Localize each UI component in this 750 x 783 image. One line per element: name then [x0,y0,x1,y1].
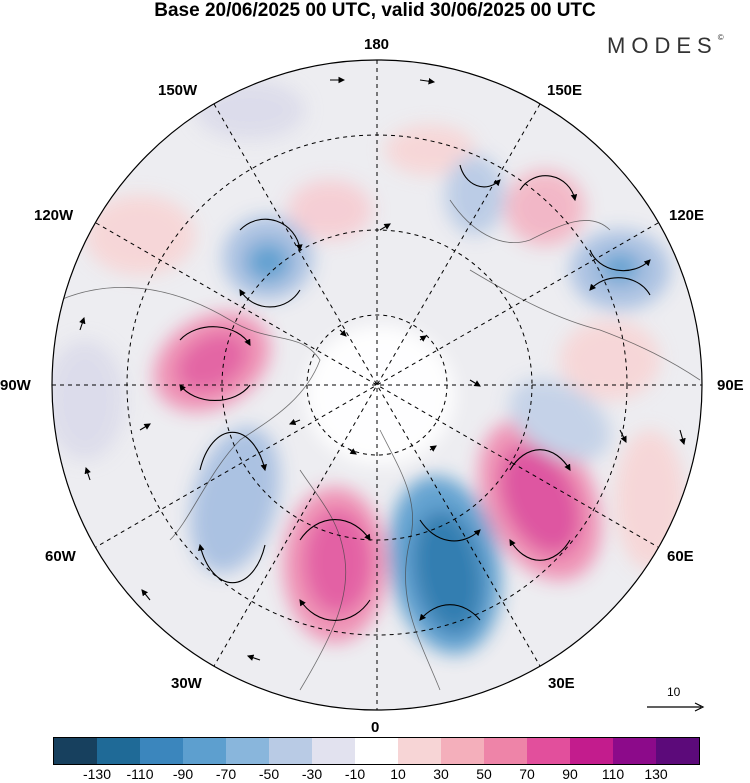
wind-vectors [79,76,686,667]
colorbar-swatch [527,738,570,764]
colorbar-swatch [441,738,484,764]
lon-label-90w: 90W [0,377,31,394]
colorbar-tick-label: -110 [126,766,154,782]
map-title: Base 20/06/2025 00 UTC, valid 30/06/2025… [154,0,596,21]
anomaly-field [52,80,685,655]
colorbar-tick-label: -90 [172,766,194,782]
lon-label-120w: 120W [34,207,74,224]
lon-label-0: 0 [371,719,380,736]
colorbar-tick-label: 70 [519,766,535,782]
lon-label-30e: 30E [548,675,575,692]
colorbar-tick-label: -10 [344,766,366,782]
colorbar-tick-label: -130 [82,766,112,782]
colorbar-swatch [398,738,441,764]
lon-label-150e: 150E [547,82,583,99]
lon-label-60w: 60W [45,548,76,565]
lon-label-180: 180 [364,36,390,53]
colorbar-tick-label: -30 [301,766,323,782]
colorbar-tick-label: -50 [258,766,280,782]
lon-label-60e: 60E [667,548,694,565]
colorbar-swatch [656,738,699,764]
colorbar-tick-label: 30 [433,766,449,782]
colorbar-swatch [97,738,140,764]
lon-label-30w: 30W [171,675,202,692]
lon-label-90e: 90E [717,377,744,394]
lon-label-150w: 150W [158,82,198,99]
colorbar-tick-label: 110 [601,766,625,782]
colorbar-tick-label: 130 [644,766,668,782]
lon-label-120e: 120E [669,207,705,224]
colorbar-tick-label: -70 [215,766,237,782]
colorbar-tick-label: 50 [476,766,492,782]
land-outlines [59,199,701,691]
colorbar-swatch [484,738,527,764]
reference-arrow-icon [647,702,705,712]
colorbar-swatch [355,738,398,764]
colorbar-swatch [312,738,355,764]
colorbar [53,737,700,765]
colorbar-swatch [570,738,613,764]
colorbar-swatch [54,738,97,764]
colorbar-swatch [140,738,183,764]
colorbar-swatch [269,738,312,764]
reference-vector-label: 10 [667,685,681,699]
map-border [51,59,703,711]
graticule [52,60,702,710]
colorbar-swatch [183,738,226,764]
brand-logo: MODES© [607,33,724,58]
colorbar-tick-label: 10 [390,766,406,782]
colorbar-swatch [613,738,656,764]
colorbar-tick-label: 90 [562,766,578,782]
colorbar-swatch [226,738,269,764]
